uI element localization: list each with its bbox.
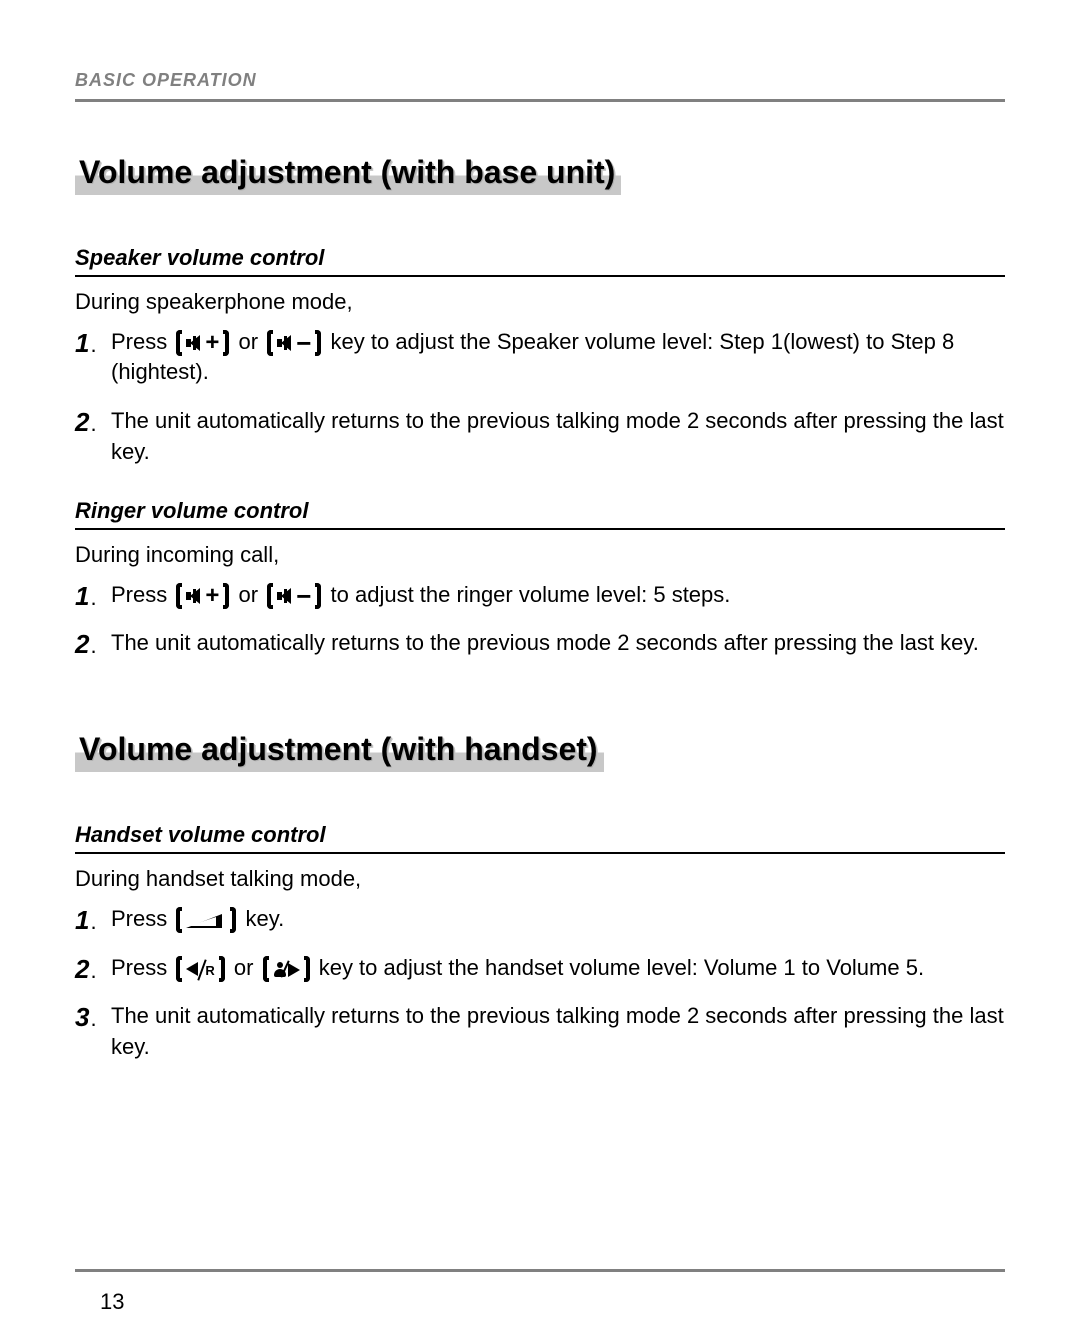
step-number: 2 xyxy=(75,951,97,987)
step-number: 1 xyxy=(75,578,97,614)
phonebook-right-key-icon xyxy=(261,957,312,981)
volume-down-key-icon: − xyxy=(265,331,323,355)
step-number: 2 xyxy=(75,626,97,662)
subheading-speaker: Speaker volume control xyxy=(75,245,1005,277)
intro-text: During incoming call, xyxy=(75,540,1005,570)
header-rule xyxy=(75,99,1005,102)
header-category: BASIC OPERATION xyxy=(75,70,1005,99)
steps-list: 1 Press key. 2 Press R or key to adjust … xyxy=(75,904,1005,1063)
step-text: The unit automatically returns to the pr… xyxy=(111,408,1004,464)
subheading-handset: Handset volume control xyxy=(75,822,1005,854)
intro-text: During speakerphone mode, xyxy=(75,287,1005,317)
step-item: 2 Press R or key to adjust the handset v… xyxy=(75,953,1005,984)
subheading-ringer: Ringer volume control xyxy=(75,498,1005,530)
step-number: 2 xyxy=(75,404,97,440)
step-text: Press xyxy=(111,955,167,980)
step-item: 2 The unit automatically returns to the … xyxy=(75,628,1005,659)
footer-rule xyxy=(75,1269,1005,1272)
page: BASIC OPERATION Volume adjustment (with … xyxy=(0,0,1080,1063)
step-text: Press xyxy=(111,582,167,607)
step-text: key to adjust the handset volume level: … xyxy=(319,955,924,980)
steps-list: 1 Press + or − key to adjust the Speaker… xyxy=(75,327,1005,468)
step-text: or xyxy=(239,582,259,607)
step-number: 1 xyxy=(75,325,97,361)
section-volume-handset: Volume adjustment (with handset) Handset… xyxy=(75,729,1005,1063)
step-text: to adjust the ringer volume level: 5 ste… xyxy=(331,582,731,607)
step-item: 2 The unit automatically returns to the … xyxy=(75,406,1005,468)
volume-ramp-key-icon xyxy=(174,908,238,932)
volume-up-key-icon: + xyxy=(174,331,231,355)
left-redial-key-icon: R xyxy=(174,957,226,981)
step-number: 1 xyxy=(75,902,97,938)
intro-text: During handset talking mode, xyxy=(75,864,1005,894)
volume-down-key-icon: − xyxy=(265,584,323,608)
step-text: key to adjust the Speaker volume level: … xyxy=(111,329,954,385)
section-title: Volume adjustment (with handset) xyxy=(75,729,604,772)
section-title: Volume adjustment (with base unit) xyxy=(75,152,621,195)
page-number: 13 xyxy=(100,1289,124,1315)
step-item: 1 Press + or − to adjust the ringer volu… xyxy=(75,580,1005,611)
section-volume-base: Volume adjustment (with base unit) Speak… xyxy=(75,152,1005,659)
step-number: 3 xyxy=(75,999,97,1035)
step-item: 1 Press key. xyxy=(75,904,1005,935)
step-text: or xyxy=(234,955,254,980)
volume-up-key-icon: + xyxy=(174,584,231,608)
step-item: 3 The unit automatically returns to the … xyxy=(75,1001,1005,1063)
step-text: or xyxy=(239,329,259,354)
step-item: 1 Press + or − key to adjust the Speaker… xyxy=(75,327,1005,389)
steps-list: 1 Press + or − to adjust the ringer volu… xyxy=(75,580,1005,660)
step-text: Press xyxy=(111,906,167,931)
step-text: The unit automatically returns to the pr… xyxy=(111,630,979,655)
step-text: key. xyxy=(246,906,285,931)
step-text: The unit automatically returns to the pr… xyxy=(111,1003,1004,1059)
step-text: Press xyxy=(111,329,167,354)
